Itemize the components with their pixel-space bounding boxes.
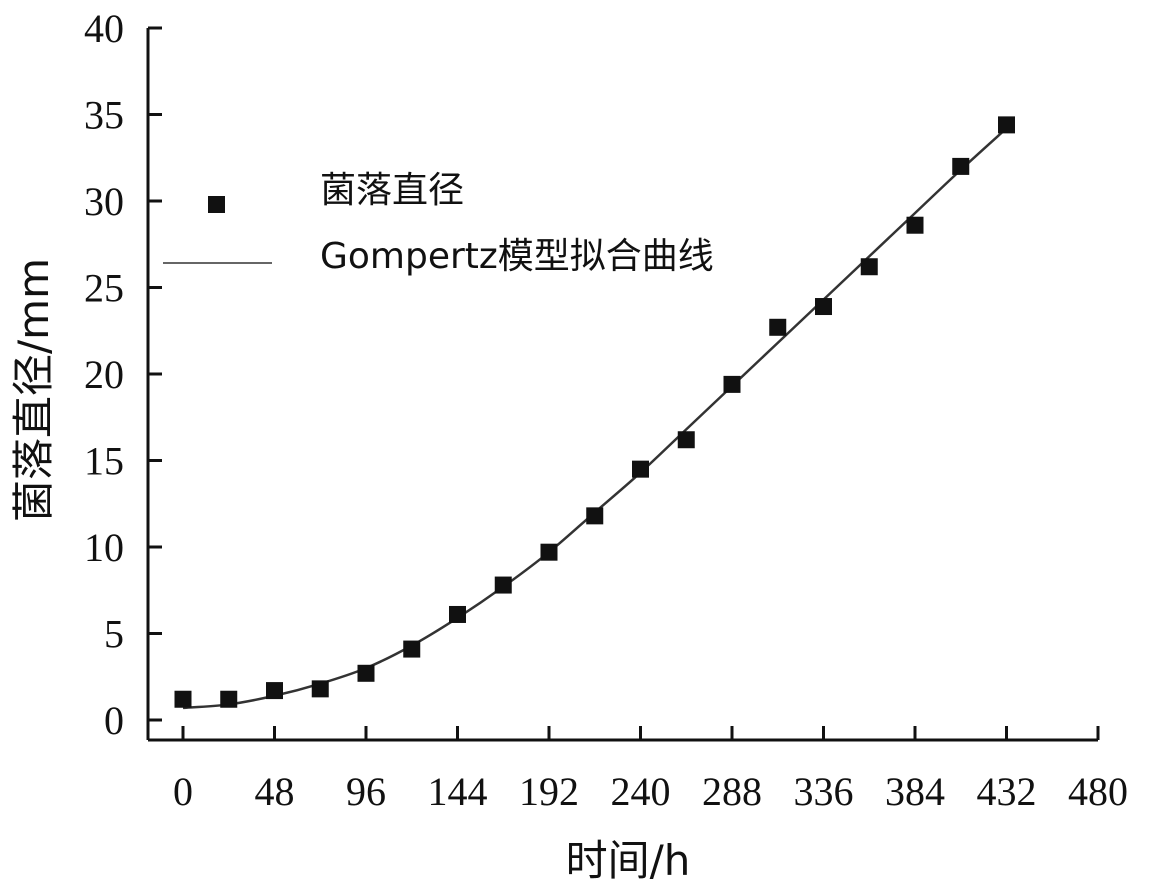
data-point [174, 690, 192, 708]
y-tick-label: 10 [84, 525, 124, 570]
fit-curve-layer [182, 127, 1008, 710]
x-tick-label: 96 [346, 769, 386, 814]
y-axis-title: 菌落直径/mm [9, 258, 58, 522]
y-axis-ticks: 0 5 10 15 20 25 30 35 40 [84, 6, 162, 743]
x-tick-label: 384 [885, 769, 945, 814]
y-tick-label: 20 [84, 352, 124, 397]
legend-label-data: 菌落直径 [320, 170, 464, 211]
x-tick-label: 480 [1068, 769, 1128, 814]
y-tick-label: 15 [84, 439, 124, 484]
data-point [632, 460, 649, 478]
y-tick-label: 40 [84, 6, 124, 51]
x-tick-label: 240 [611, 769, 671, 814]
data-point [906, 216, 924, 234]
data-point [357, 664, 375, 682]
legend-marker-square [208, 196, 225, 213]
data-point [449, 605, 466, 623]
data-point [586, 507, 604, 525]
data-point [540, 543, 558, 561]
data-point [952, 157, 970, 175]
data-point [998, 116, 1015, 134]
data-point [266, 682, 283, 700]
y-tick-label: 5 [104, 612, 124, 657]
y-tick-label: 0 [104, 698, 124, 743]
x-tick-label: 432 [977, 769, 1037, 814]
data-point [815, 298, 832, 316]
data-point [723, 375, 741, 393]
x-tick-label: 336 [794, 769, 854, 814]
data-point [677, 431, 695, 449]
data-point [769, 318, 787, 336]
y-tick-label: 35 [84, 93, 124, 138]
x-tick-label: 48 [255, 769, 295, 814]
legend-label-fit: Gompertz模型拟合曲线 [320, 236, 714, 277]
gompertz-fit-curve [182, 127, 1008, 710]
axes [146, 28, 1098, 742]
x-tick-label: 288 [702, 769, 762, 814]
x-tick-label: 192 [519, 769, 579, 814]
y-tick-label: 30 [84, 179, 124, 224]
data-point [860, 258, 878, 276]
data-points-layer [174, 116, 1015, 708]
data-point [311, 680, 329, 698]
x-tick-label: 0 [173, 769, 193, 814]
x-axis-title: 时间/h [566, 836, 691, 885]
data-point [494, 576, 512, 594]
legend: 菌落直径 Gompertz模型拟合曲线 [163, 170, 714, 277]
x-axis-ticks: 0 48 96 144 192 240 288 336 384 432 480 [173, 726, 1128, 814]
data-point [220, 690, 238, 708]
y-tick-label: 25 [84, 266, 124, 311]
x-tick-label: 144 [428, 769, 488, 814]
data-point [403, 640, 421, 658]
